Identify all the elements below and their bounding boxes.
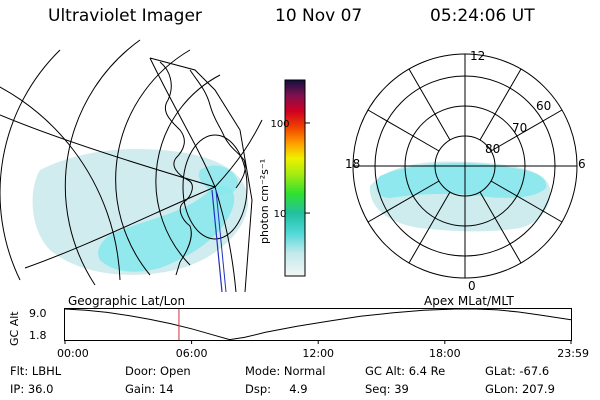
mlt-label-6: 6 [578, 157, 586, 171]
x-tick-label: 23:59 [557, 347, 589, 360]
polar-aurora-oval [375, 163, 547, 198]
polar-plot: 60 70 80 12 6 0 18 [345, 49, 586, 292]
filter-value: Flt: LBHL [10, 364, 62, 378]
dsp-value: Dsp: 4.9 [245, 382, 308, 396]
mlt-label-0: 0 [468, 279, 476, 292]
colorbar-tick-label: 100 [270, 119, 289, 130]
y-tick-label-bottom: 1.8 [29, 329, 47, 342]
x-tick-label: 06:00 [176, 347, 208, 360]
latitude-arc [0, 86, 121, 281]
projection-border [149, 57, 253, 292]
seq-value: Seq: 39 [365, 382, 409, 396]
mlt-spoke [408, 191, 451, 264]
mlt-spoke [479, 191, 522, 264]
colorbar: 100 10 [270, 79, 310, 277]
coastline [159, 61, 193, 276]
mlt-spoke [490, 180, 563, 223]
altitude-series-line [64, 308, 572, 341]
door-value: Door: Open [125, 364, 191, 378]
y-axis-label: GC Alt [8, 311, 21, 346]
y-tick-label-top: 9.0 [29, 307, 47, 320]
meridian [24, 186, 216, 269]
meridian [214, 186, 237, 292]
mlt-spokes [353, 54, 577, 278]
latitude-arc [0, 49, 61, 281]
x-tick-label: 00:00 [57, 347, 89, 360]
latitude-arc [64, 39, 141, 286]
mlt-spoke [490, 109, 563, 152]
mlat-label-80: 80 [485, 142, 500, 156]
colorbar-ticks: 100 10 [270, 119, 310, 220]
satellite-track [215, 189, 227, 292]
geographic-caption: Geographic Lat/Lon [68, 294, 186, 308]
altitude-chart: GC Alt 9.0 1.8 00:00 06:00 12:00 18:00 23:59 [8, 307, 589, 360]
mlat-label-70: 70 [512, 121, 527, 135]
mlt-label-12: 12 [470, 49, 485, 63]
colorbar-label: photon cm⁻²s⁻¹ [258, 158, 271, 244]
meridian [149, 57, 216, 188]
glat-value: GLat: -67.6 [485, 364, 550, 378]
x-tick-labels: 00:00 06:00 12:00 18:00 23:59 [57, 347, 589, 360]
colorbar-gradient [284, 79, 306, 277]
mlt-spoke [479, 68, 522, 141]
glon-value: GLon: 207.9 [485, 382, 555, 396]
instrument-title: Ultraviolet Imager [48, 6, 202, 26]
meridian [214, 119, 263, 188]
ip-value: IP: 36.0 [10, 382, 54, 396]
latitude-arc [115, 49, 191, 276]
mlt-spoke [408, 68, 451, 141]
gc-alt-value: GC Alt: 6.4 Re [365, 364, 446, 378]
x-tick-label: 12:00 [302, 347, 334, 360]
pole-circle [182, 134, 248, 240]
time-label: 05:24:06 UT [430, 6, 535, 26]
geographic-map [0, 39, 263, 292]
x-ticks [64, 340, 572, 344]
date-label: 10 Nov 07 [275, 6, 363, 26]
meridian [0, 114, 216, 188]
x-tick-label: 18:00 [429, 347, 461, 360]
mode-value: Mode: Normal [245, 364, 326, 378]
apex-caption: Apex MLat/MLT [424, 294, 514, 308]
mlt-spoke [367, 180, 440, 223]
latitude-arc [155, 74, 221, 266]
chart-frame [64, 308, 572, 341]
map-content [0, 39, 263, 292]
mlt-label-18: 18 [345, 157, 360, 171]
colorbar-tick-label: 10 [274, 209, 287, 220]
gain-value: Gain: 14 [125, 382, 174, 396]
mlt-spoke [367, 109, 440, 152]
satellite-track [211, 189, 223, 292]
mlat-label-60: 60 [536, 99, 551, 113]
